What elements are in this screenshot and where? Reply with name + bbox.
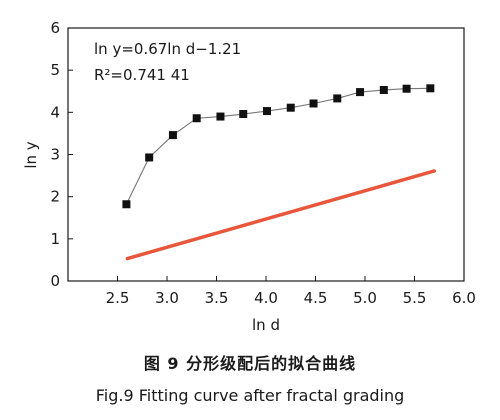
data-point [286, 103, 295, 112]
data-point [379, 85, 388, 94]
r-squared-annotation: R²=0.741 41 [94, 66, 190, 84]
x-axis-ticks: 2.5 3.0 3.5 4.0 4.5 5.0 5.5 6.0 [106, 276, 476, 307]
chart: 0 1 2 3 4 5 6 2.5 3.0 3.5 4.0 4.5 5.0 5.5 6.0 ln y=0.… [22, 19, 476, 334]
x-tick-label: 5.5 [403, 289, 427, 307]
data-point [192, 114, 201, 123]
x-tick-label: 3.5 [205, 289, 229, 307]
x-tick-label: 2.5 [106, 289, 130, 307]
data-point [239, 110, 248, 119]
y-tick-label: 1 [50, 230, 60, 248]
data-point [168, 131, 177, 140]
x-tick-label: 5.0 [353, 289, 377, 307]
y-axis-ticks: 0 1 2 3 4 5 6 [50, 19, 73, 290]
data-point [356, 88, 365, 97]
figure-caption-english: Fig.9 Fitting curve after fractal gradin… [95, 386, 405, 405]
x-tick-label: 3.0 [155, 289, 179, 307]
data-point [402, 84, 411, 93]
x-tick-label: 6.0 [452, 289, 476, 307]
y-tick-label: 5 [50, 61, 60, 79]
x-tick-label: 4.5 [304, 289, 328, 307]
y-tick-label: 3 [50, 146, 60, 164]
y-tick-label: 6 [50, 19, 60, 37]
x-axis-title: ln d [252, 316, 280, 334]
equation-annotation: ln y=0.67ln d−1.21 [94, 40, 241, 58]
data-point [309, 99, 318, 108]
y-tick-label: 0 [50, 272, 60, 290]
data-point [122, 200, 131, 209]
x-tick-label: 4.0 [254, 289, 278, 307]
data-points [122, 84, 435, 209]
data-point [145, 153, 154, 162]
figure-caption-chinese: 图 9 分形级配后的拟合曲线 [143, 354, 357, 373]
data-point [216, 112, 225, 121]
fit-line [125, 169, 437, 261]
y-axis-title: ln y [22, 141, 40, 168]
data-point [262, 107, 271, 116]
y-tick-label: 4 [50, 103, 60, 121]
y-tick-label: 2 [50, 188, 60, 206]
data-point [333, 94, 342, 103]
data-point [426, 84, 435, 93]
